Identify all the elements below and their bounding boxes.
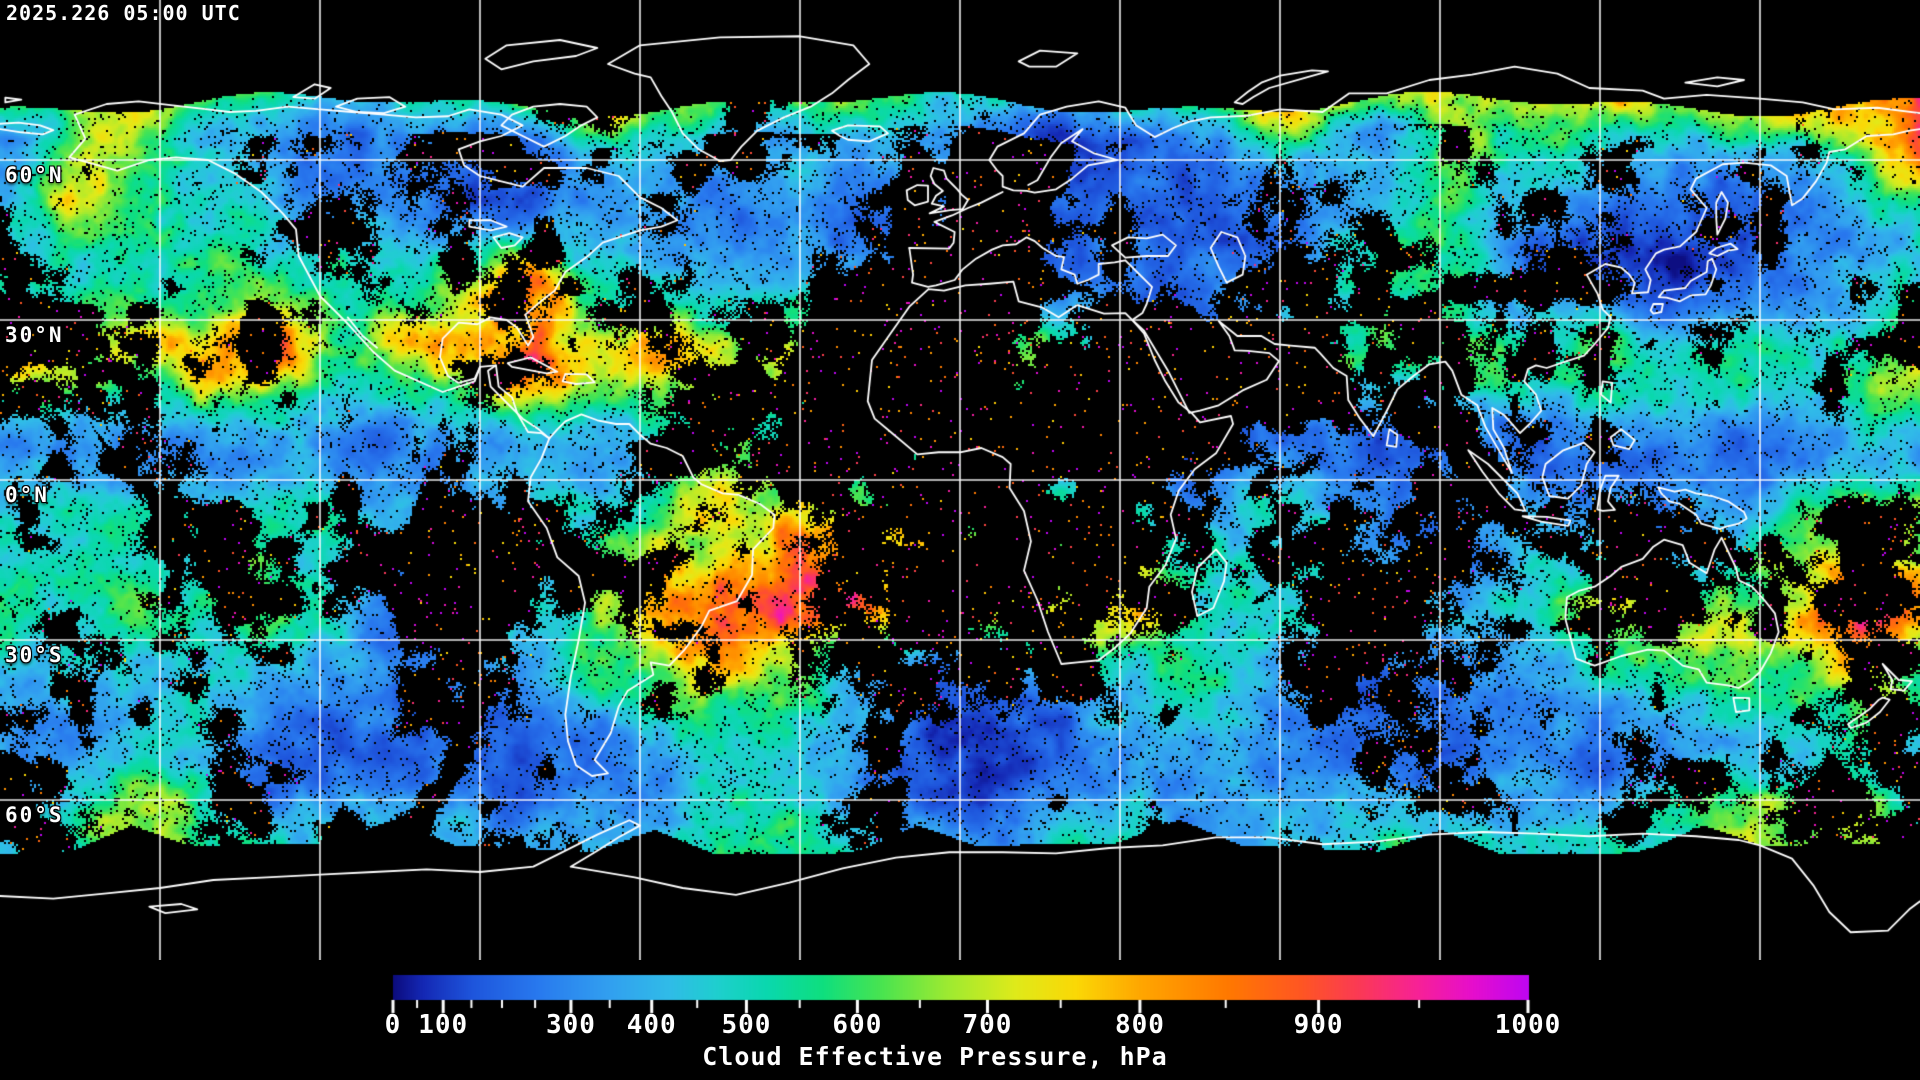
global-cloud-pressure-map bbox=[0, 0, 1920, 960]
colorbar-tick-label: 800 bbox=[1114, 1010, 1165, 1040]
colorbar-tick-label: 700 bbox=[962, 1010, 1013, 1040]
colorbar-tick-label: 300 bbox=[545, 1010, 596, 1040]
colorbar-tick-label: 0 bbox=[384, 1010, 402, 1040]
latitude-label: 0°N bbox=[5, 483, 49, 507]
colorbar-tick-label: 400 bbox=[626, 1010, 677, 1040]
colorbar bbox=[0, 960, 1920, 1080]
latitude-label: 60°N bbox=[5, 163, 64, 187]
colorbar-tick-label: 600 bbox=[832, 1010, 883, 1040]
timestamp: 2025.226 05:00 UTC bbox=[6, 1, 241, 25]
latitude-label: 30°N bbox=[5, 323, 64, 347]
colorbar-title: Cloud Effective Pressure, hPa bbox=[702, 1042, 1168, 1071]
latitude-label: 60°S bbox=[5, 803, 64, 827]
colorbar-tick-label: 500 bbox=[721, 1010, 772, 1040]
latitude-label: 30°S bbox=[5, 643, 64, 667]
colorbar-tick-label: 1000 bbox=[1494, 1010, 1562, 1040]
colorbar-tick-label: 100 bbox=[418, 1010, 469, 1040]
colorbar-tick-label: 900 bbox=[1293, 1010, 1344, 1040]
